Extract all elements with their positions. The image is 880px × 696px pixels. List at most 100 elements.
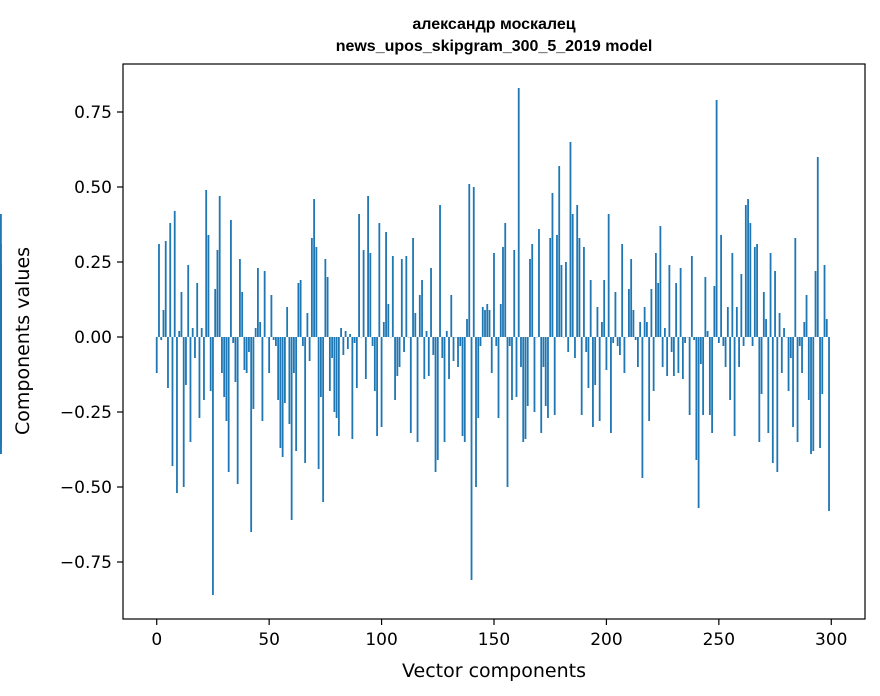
bar-24 [209,337,212,391]
bar-287 [801,337,803,373]
bar-167 [531,244,534,337]
bar-242 [699,337,702,364]
bar-129 [445,331,448,337]
bar-299 [828,337,830,511]
bar-115 [414,313,417,337]
bar-101 [382,322,385,337]
bar-189 [580,337,583,415]
bar-100 [380,337,383,427]
bar-142 [475,337,477,487]
bar-1 [158,244,160,337]
bar-163 [522,337,525,442]
bar-94 [367,196,369,337]
bar-154 [502,247,504,337]
bar-219 [648,337,651,421]
bar-145 [481,307,484,337]
bar-125 [436,337,439,460]
bar-98 [376,337,378,436]
bar-128 [443,337,446,442]
bar-296 [821,337,824,394]
bar-207 [621,244,624,337]
bar-87 [351,337,354,439]
bar-195 [594,337,597,385]
bar-66 [304,337,307,463]
bar-225 [661,337,664,367]
bar-252 [722,337,725,346]
bar-136 [461,337,464,436]
bar-78 [331,337,334,358]
bar-86 [349,334,351,337]
bar-276 [776,337,779,472]
bar-265 [751,337,754,346]
bar-253 [724,337,727,367]
bar-97 [373,337,376,391]
bar-11 [180,292,183,337]
bar-107 [396,337,399,376]
bar-156 [506,337,509,487]
bar-9 [176,337,178,493]
bar-193 [589,280,592,337]
bar-123 [432,337,435,355]
bar-223 [657,283,660,337]
bar-5 [167,337,169,388]
bar-84 [344,331,347,337]
bar-83 [342,337,345,355]
bar-88 [353,337,356,343]
bar-268 [758,337,761,442]
bar-293 [814,271,817,337]
bar-182 [565,262,567,337]
bar-170 [538,229,540,337]
bar-44 [254,328,257,337]
bar-63 [297,283,300,337]
bar-126 [439,205,441,337]
bar-134 [457,337,459,367]
bar-35 [234,337,237,382]
bar-121 [427,337,430,376]
x-tick-label: 200 [590,630,622,650]
bar-4 [164,241,167,337]
bar-187 [576,205,579,337]
bar-203 [612,337,615,343]
y-tick-label: 0.00 [74,328,112,348]
bar-150 [493,253,495,337]
x-tick-label: 50 [258,630,280,650]
bar-144 [479,337,482,346]
bar-series [0,88,830,595]
bar-56 [281,337,284,457]
bar-71 [315,247,318,337]
bar-34 [232,337,235,343]
bar-137 [463,337,466,442]
bar-239 [693,337,696,340]
bar-95 [369,253,372,337]
bar-117 [418,295,421,337]
bar-38 [241,292,244,337]
bar-279 [783,328,785,337]
bar-23 [207,235,210,337]
bar-141 [472,187,475,337]
bar-32 [227,337,230,472]
bar-147 [486,304,489,337]
bar-48 [263,271,266,337]
bar-33 [230,220,232,337]
bar-208 [623,337,626,373]
bar-168 [533,337,536,412]
bar-113 [409,337,412,433]
bar-278 [780,337,783,373]
bar-85 [346,337,349,349]
bar-132 [452,337,455,361]
bar-undefined [0,277,2,337]
bar-243 [702,337,705,415]
bar-53 [275,337,277,346]
bar-75 [324,259,327,337]
bar-230 [672,337,675,376]
bar-249 [715,100,718,337]
bar-21 [203,337,205,400]
bar-74 [322,337,325,502]
bar-47 [261,337,264,421]
bar-28 [218,196,221,337]
bar-158 [511,337,513,400]
bar-197 [598,337,601,421]
bar-69 [310,238,313,337]
bar-186 [574,337,576,358]
